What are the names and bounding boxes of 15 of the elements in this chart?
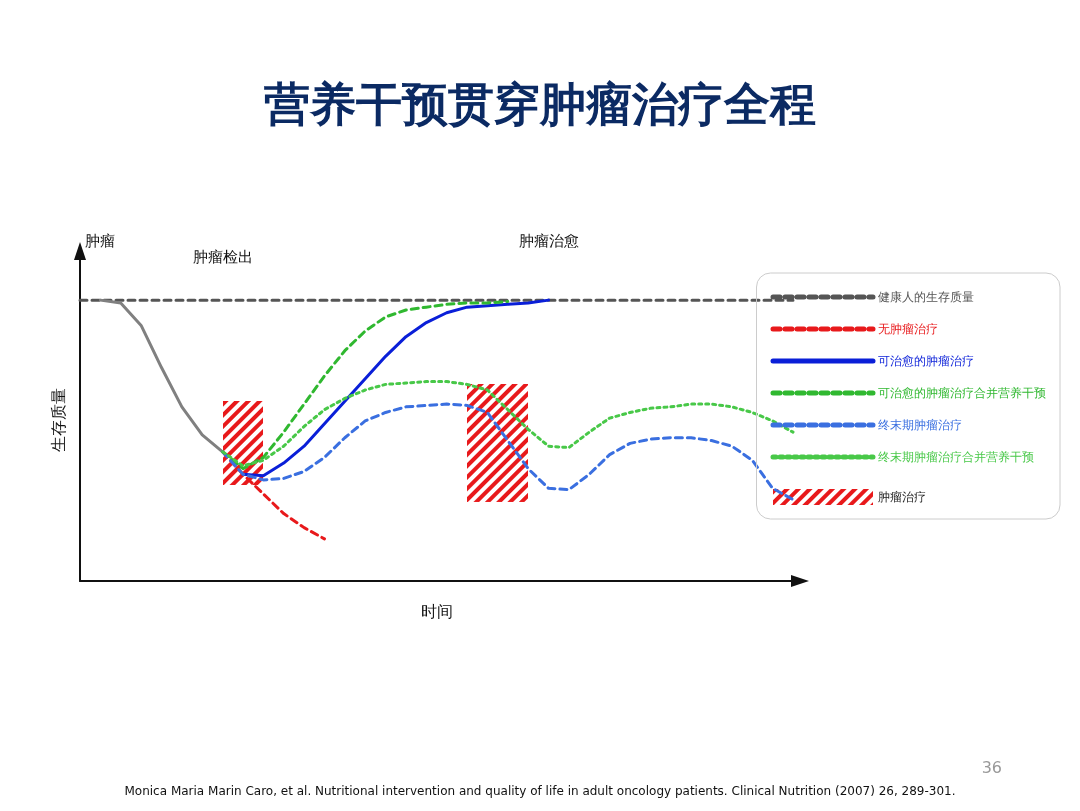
text: 终末期肿瘤治疗合并营养干预	[878, 450, 1034, 464]
text: 无肿瘤治疗	[878, 322, 938, 336]
y-axis-title: 生存质量	[48, 387, 68, 452]
x-axis-title: 时间	[420, 601, 453, 621]
text: 肿瘤治疗	[878, 490, 926, 504]
text: 健康人的生存质量	[878, 290, 974, 304]
text: 可治愈的肿瘤治疗合并营养干预	[878, 386, 1046, 400]
text: 肿瘤治愈	[518, 231, 579, 250]
text: 终末期肿瘤治疗	[878, 418, 962, 432]
text: 肿瘤	[85, 231, 116, 250]
text: 可治愈的肿瘤治疗	[878, 354, 974, 368]
text: 36	[981, 757, 1002, 777]
text: 肿瘤检出	[192, 247, 253, 266]
text: Monica Maria Marin Caro, et al. Nutritional intervention and quality of life in adult oncology patients. Clinical Nutrition (2007) 26, 289-301.	[124, 784, 956, 798]
chart-title: 营养干预贯穿肿瘤治疗全程	[264, 77, 816, 131]
